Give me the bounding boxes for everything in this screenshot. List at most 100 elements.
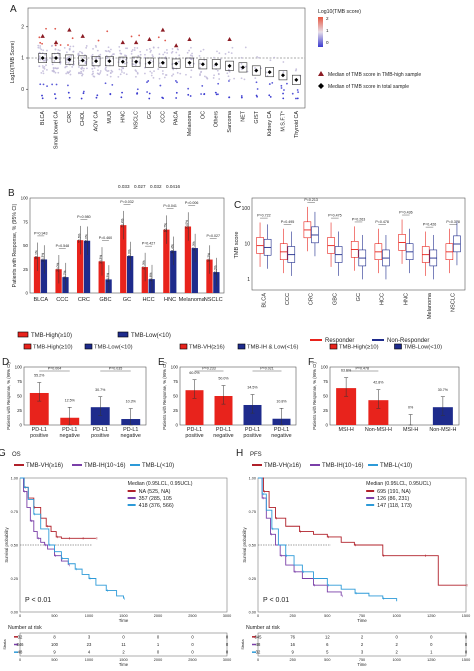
panel-d-legend-label: TMB-High(≥10) (33, 345, 73, 351)
panel-a-point (70, 54, 73, 57)
panel-d-xtick: PD-L1 (62, 427, 77, 433)
panel-g-risk-count: 0 (122, 634, 125, 639)
panel-b-bar (163, 229, 170, 293)
panel-a-point (79, 72, 82, 75)
panel-a-point (67, 84, 69, 87)
panel-f-value-label: 63.6% (341, 369, 352, 373)
panel-a-median-total-marker (107, 59, 112, 64)
panel-a-point (295, 97, 297, 100)
panel-d-ylabel: Patients with Response, % (95% CI) (6, 362, 11, 430)
panel-g-pvalue: P < 0.01 (25, 597, 51, 604)
panel-g-risk-count: 0 (226, 650, 229, 655)
panel-f-bar (432, 407, 453, 425)
panel-a-point (80, 68, 83, 70)
panel-g-risk-count: 23 (87, 642, 92, 647)
panel-h-risk-count: 345 (255, 634, 263, 639)
panel-a-box (51, 53, 61, 63)
panel-a-point (80, 97, 83, 100)
panel-g-median-value: NA (525, NA) (139, 489, 171, 495)
panel-a-point (106, 70, 109, 73)
panel-b-pvalue: P=0.041 (163, 204, 177, 208)
panel-g-risk-count: 0 (226, 642, 229, 647)
panel-b-bar (40, 259, 48, 293)
panel-g-xtick: 2500 (188, 614, 196, 618)
panel-a-point (136, 92, 138, 95)
panel-a-point (44, 59, 47, 62)
panel-a-point (44, 58, 47, 60)
panel-c-xtick: GC (356, 293, 362, 301)
panel-a-point (224, 53, 227, 55)
panel-e-ytick: 50 (173, 394, 178, 399)
panel-a-point (190, 69, 193, 72)
panel-a-point (68, 48, 71, 51)
panel-a-point (44, 53, 46, 56)
panel-a-point (171, 50, 174, 53)
panel-a-point (45, 64, 47, 67)
panel-h-risk-count: 0 (465, 634, 468, 639)
panel-b-value-label: 71.4% (121, 218, 125, 227)
panel-a-point (286, 82, 288, 85)
panel-c-pvalue: P=0.378 (446, 220, 460, 224)
panel-h-risk-frame (257, 632, 467, 657)
panel-b-pvalue: P=0.032 (120, 200, 134, 204)
panel-a-point (162, 53, 165, 56)
panel-a-point (93, 75, 96, 78)
panel-e-legend-label: TMB-IH & Low(<16) (247, 345, 298, 351)
panel-a-point (113, 53, 115, 55)
panel-a-point (122, 67, 125, 70)
panel-b-value-label: 33.3% (99, 255, 103, 264)
panel-a-point (118, 46, 121, 48)
panel-b-bar (141, 267, 148, 293)
panel-d-frame (23, 366, 147, 426)
panel-a-point (72, 60, 75, 63)
panel-d-xtick: PD-L1 (123, 427, 138, 433)
panel-a-point (79, 59, 82, 62)
panel-a-point (38, 36, 41, 39)
panel-a-box (278, 70, 288, 81)
panel-c-xtick: CCC (285, 293, 291, 305)
panel-h-ytick: 0.25 (249, 577, 256, 581)
panel-a-median-total-marker (54, 56, 59, 60)
panel-a-median-total-marker (120, 59, 125, 64)
panel-d-ytick: 50 (17, 394, 22, 399)
panel-a-median-total-marker (280, 73, 285, 78)
panel-a-xtick: HNC (120, 111, 126, 123)
panel-e-xtick: negative (271, 433, 291, 439)
panel-a-point (189, 54, 192, 57)
panel-a-point (91, 73, 94, 76)
panel-a-box (225, 60, 234, 71)
panel-g-risk-count: 346 (17, 642, 25, 647)
panel-a-xtick: CRC (67, 111, 73, 123)
panel-a-point (58, 49, 61, 52)
panel-g-risk-count: 9 (53, 650, 56, 655)
panel-a-point (139, 50, 142, 53)
panel-d-xtick: positive (91, 433, 109, 439)
panel-a-point (42, 59, 45, 62)
panel-c-legend-label: Responder (325, 338, 354, 344)
panel-a-median-total-marker (267, 70, 272, 75)
panel-a-point (158, 77, 161, 80)
panel-h-risk-count: 3 (361, 650, 364, 655)
panel-a-point (69, 73, 72, 76)
panel-a-point (172, 73, 175, 76)
panel-a-point (110, 54, 113, 57)
panel-a-median-total-marker (94, 59, 99, 64)
panel-a-point (65, 51, 68, 54)
panel-f-value-label: 0% (408, 406, 414, 410)
panel-a-point (118, 68, 121, 71)
panel-g-risk-count: 0 (157, 634, 160, 639)
panel-a-box (158, 57, 168, 68)
panel-b-legend-swatch (117, 331, 129, 338)
panel-a-box (131, 56, 141, 67)
panel-g-km-curve (20, 477, 96, 539)
panel-e-ytick: 75 (173, 379, 178, 384)
panel-e-frame (179, 366, 297, 426)
panel-a-point (136, 88, 139, 91)
panel-g-risk-xtick: 2500 (188, 658, 196, 662)
panel-g-risk-xtick: 2000 (154, 658, 162, 662)
panel-a-point (83, 56, 85, 59)
panel-h-xtick: 500 (324, 614, 330, 618)
panel-a-point (226, 72, 229, 75)
panel-b-value-label: 35.2% (207, 253, 211, 262)
panel-a-point (57, 49, 60, 51)
